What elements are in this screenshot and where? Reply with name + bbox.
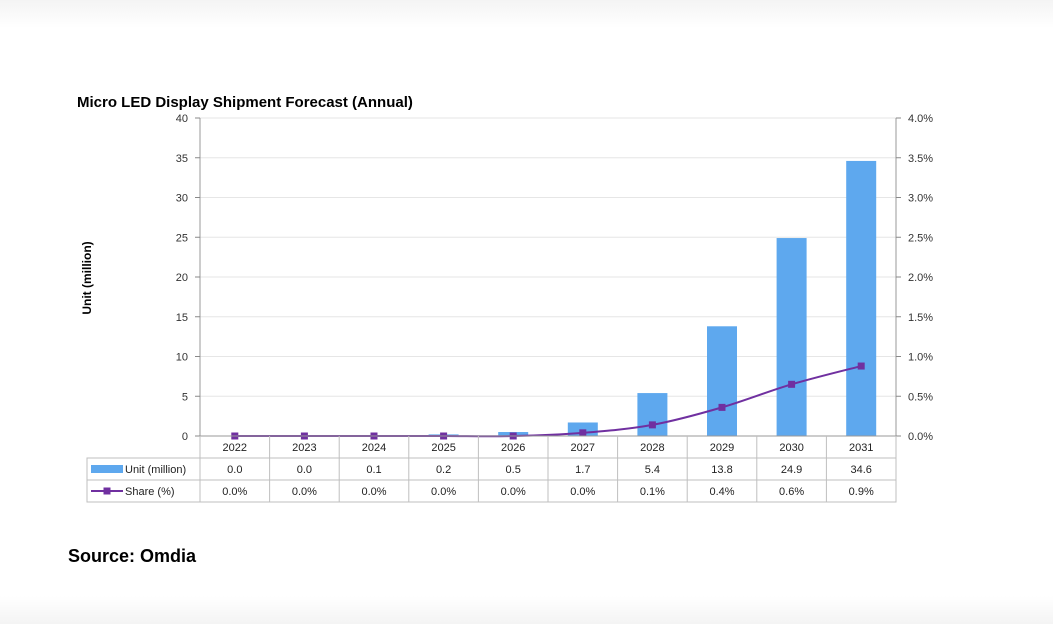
data-label: 0.0% bbox=[361, 486, 386, 498]
data-label: 0.0 bbox=[297, 464, 312, 476]
bar bbox=[846, 160, 877, 436]
x-tick-label: 2025 bbox=[431, 442, 455, 454]
y-tick-label: 5 bbox=[182, 391, 188, 403]
data-label: 0.0% bbox=[570, 486, 595, 498]
data-label: 0.1% bbox=[640, 486, 665, 498]
share-line bbox=[234, 365, 862, 438]
bar-series bbox=[359, 160, 877, 436]
y2-tick-label: 1.5% bbox=[908, 312, 933, 324]
y-tick-label: 10 bbox=[176, 352, 188, 364]
line-point bbox=[648, 421, 656, 429]
line-point bbox=[788, 380, 796, 388]
legend-label: Share (%) bbox=[125, 486, 175, 498]
data-label: 0.6% bbox=[779, 486, 804, 498]
right-axis-ticks: 0.0% 0.5% 1.0% 1.5% 2.0% 2.5% 3.0% 3.5% 4.0% bbox=[896, 113, 933, 443]
x-tick-label: 2030 bbox=[779, 442, 803, 454]
chart-title: Micro LED Display Shipment Forecast (Ann… bbox=[77, 94, 413, 111]
y2-tick-label: 3.0% bbox=[908, 193, 933, 205]
x-tick-label: 2022 bbox=[223, 442, 247, 454]
data-table: 2022 2023 2024 2025 2026 2027 2028 2029 2030 2031… bbox=[86, 436, 897, 503]
y2-tick-label: 0.5% bbox=[908, 391, 933, 403]
line-point bbox=[579, 429, 587, 437]
x-tick-label: 2026 bbox=[501, 442, 525, 454]
data-label: 0.2 bbox=[436, 464, 451, 476]
line-point bbox=[718, 403, 726, 411]
data-label: 24.9 bbox=[781, 464, 802, 476]
x-tick-label: 2023 bbox=[292, 442, 316, 454]
bar bbox=[707, 326, 737, 436]
data-label: 0.1 bbox=[366, 464, 381, 476]
y2-tick-label: 0.0% bbox=[908, 431, 933, 443]
data-label: 0.0% bbox=[292, 486, 317, 498]
data-label: 34.6 bbox=[850, 464, 871, 476]
y-tick-label: 40 bbox=[176, 113, 188, 125]
data-label: 0.4% bbox=[709, 486, 734, 498]
y-axis-label: Unit (million) bbox=[80, 241, 94, 314]
y-tick-label: 20 bbox=[176, 272, 188, 284]
data-label: 5.4 bbox=[645, 464, 660, 476]
data-label: 0.5 bbox=[506, 464, 521, 476]
y-tick-label: 0 bbox=[182, 431, 188, 443]
y2-tick-label: 2.5% bbox=[908, 232, 933, 244]
legend-line-marker bbox=[103, 487, 111, 495]
data-label: 0.0% bbox=[222, 486, 247, 498]
left-axis-ticks: 0 5 10 15 20 25 30 35 40 bbox=[176, 113, 200, 443]
bar bbox=[637, 393, 668, 436]
y-tick-label: 25 bbox=[176, 232, 188, 244]
x-tick-label: 2029 bbox=[710, 442, 734, 454]
x-tick-label: 2028 bbox=[640, 442, 664, 454]
y2-tick-label: 1.0% bbox=[908, 352, 933, 364]
y-tick-label: 35 bbox=[176, 153, 188, 165]
data-label: 13.8 bbox=[711, 464, 732, 476]
x-tick-label: 2027 bbox=[571, 442, 595, 454]
data-label: 1.7 bbox=[575, 464, 590, 476]
y2-tick-label: 4.0% bbox=[908, 113, 933, 125]
legend-bar-key bbox=[91, 465, 123, 473]
y-tick-label: 30 bbox=[176, 193, 188, 205]
data-label: 0.0 bbox=[227, 464, 242, 476]
data-label: 0.9% bbox=[849, 486, 874, 498]
y2-tick-label: 3.5% bbox=[908, 153, 933, 165]
x-tick-label: 2031 bbox=[849, 442, 873, 454]
line-series bbox=[231, 362, 865, 440]
x-tick-label: 2024 bbox=[362, 442, 386, 454]
data-label: 0.0% bbox=[501, 486, 526, 498]
legend-label: Unit (million) bbox=[125, 464, 186, 476]
source-note: Source: Omdia bbox=[68, 546, 197, 566]
y2-tick-label: 2.0% bbox=[908, 272, 933, 284]
data-label: 0.0% bbox=[431, 486, 456, 498]
y-tick-label: 15 bbox=[176, 312, 188, 324]
line-point bbox=[857, 362, 865, 370]
bar bbox=[776, 238, 807, 436]
